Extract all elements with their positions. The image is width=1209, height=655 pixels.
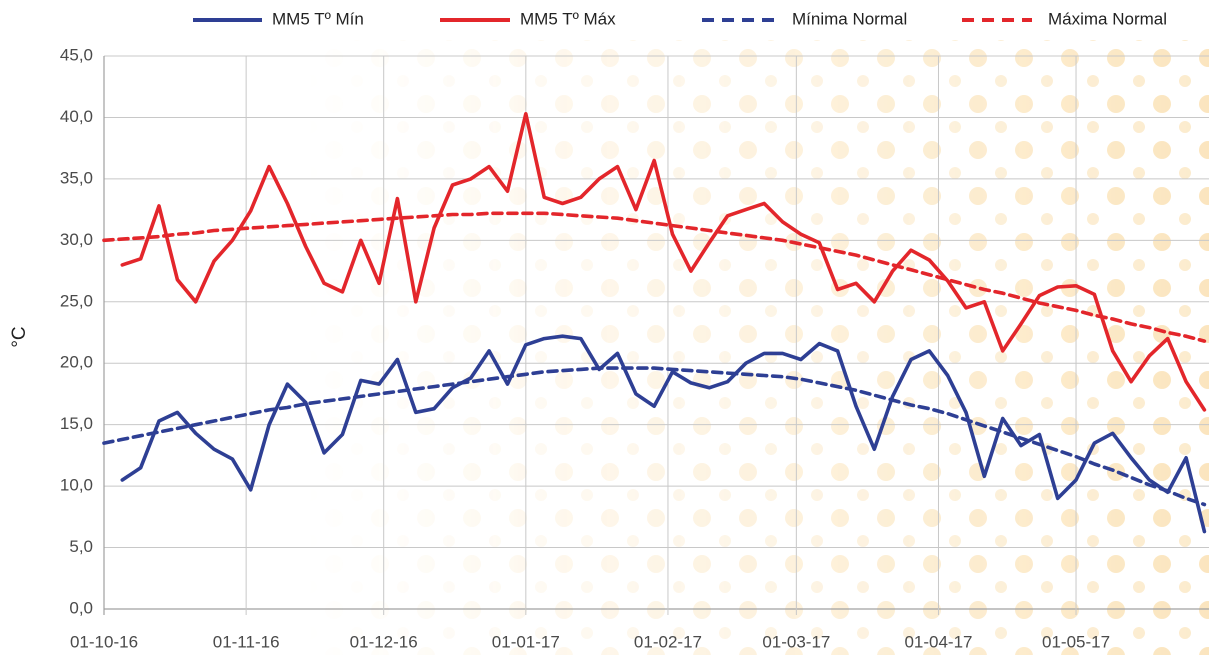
x-tick-label: 01-03-17 [762,632,830,651]
y-axis-title: °C [9,326,30,347]
page: °C 0,0 5,0 10,0 15,0 20,0 25,0 30,0 35,0 40,0 45,… [0,0,1209,655]
chart: °C 0,0 5,0 10,0 15,0 20,0 25,0 30,0 35,0 40,0 45,… [0,0,1209,655]
x-tick-label: 01-01-17 [492,632,560,651]
y-tick-label: 45,0 [60,45,93,64]
y-tick-label: 30,0 [60,230,93,249]
background-pattern [104,40,1209,655]
x-tick-label: 01-12-16 [350,632,418,651]
y-tick-label: 5,0 [69,537,93,556]
y-tick-label: 25,0 [60,291,93,310]
x-tick-label: 01-10-16 [70,632,138,651]
x-tick-label: 01-02-17 [634,632,702,651]
y-tick-label: 20,0 [60,353,93,372]
y-tick-label: 35,0 [60,168,93,187]
legend-label: MM5 Tº Mín [272,9,364,28]
x-tick-label: 01-11-16 [213,632,280,651]
legend-label: Máxima Normal [1048,9,1167,28]
legend-label: MM5 Tº Máx [520,9,616,28]
y-tick-label: 15,0 [60,414,93,433]
legend-label: Mínima Normal [792,9,907,28]
y-tick-label: 40,0 [60,107,93,126]
x-tick-label: 01-04-17 [904,632,972,651]
y-tick-label: 10,0 [60,476,93,495]
x-tick-label: 01-05-17 [1042,632,1110,651]
y-tick-label: 0,0 [69,598,93,617]
